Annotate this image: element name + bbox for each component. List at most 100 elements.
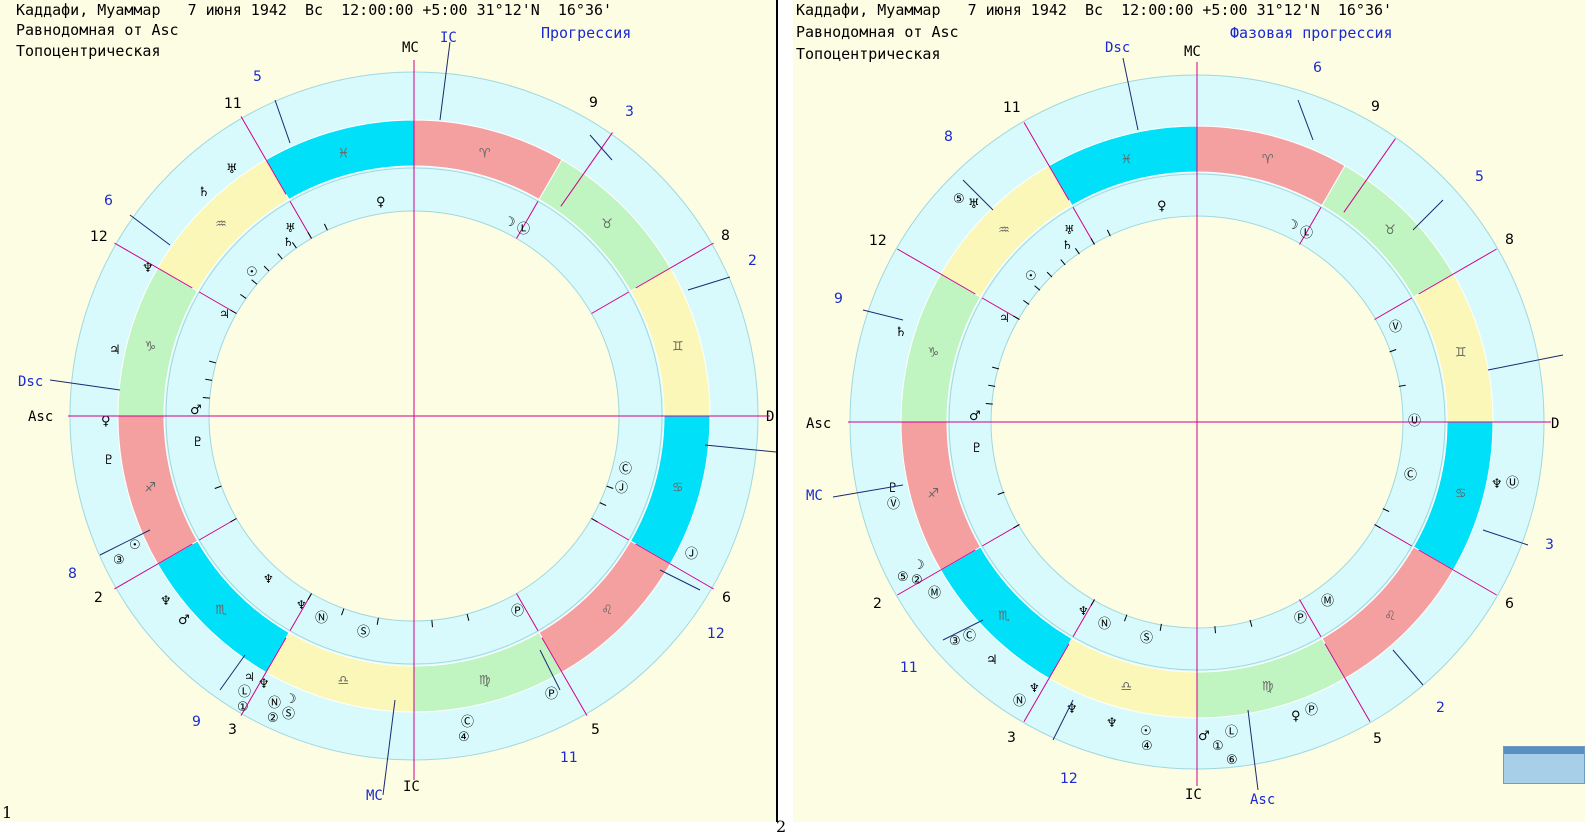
house-pointer <box>1487 354 1564 371</box>
planet-glyph: Ⓝ <box>1013 694 1026 709</box>
header-line-2: Равнодомная от Asc <box>796 23 959 41</box>
planet-tick <box>1034 285 1041 291</box>
ic-bottom-label: IC <box>403 779 420 795</box>
planet-glyph: ♆ <box>1491 477 1503 492</box>
house-number: 5 <box>591 722 600 738</box>
house-pointer <box>962 179 994 211</box>
minimized-window[interactable] <box>1503 746 1585 784</box>
zodiac-glyph: ♑ <box>144 339 156 354</box>
house-pointer <box>1392 649 1424 686</box>
planet-glyph: ④ <box>1141 739 1153 754</box>
planet-glyph: Ⓟ <box>1294 611 1307 626</box>
house-number: 6 <box>104 193 113 209</box>
planet-glyph: ☽ <box>285 692 297 707</box>
planet-glyph: Ⓟ <box>545 687 558 702</box>
header-line-3: Топоцентрическая <box>16 42 161 60</box>
planet-glyph: ♅ <box>1064 223 1075 237</box>
planet-glyph: ♇ <box>971 441 983 456</box>
house-cusp-line <box>1299 206 1322 245</box>
planet-tick <box>277 253 283 260</box>
mode-label: Прогрессия <box>541 24 632 42</box>
planet-glyph: Ⓙ <box>685 547 698 562</box>
zodiac-glyph: ♌ <box>601 603 613 618</box>
house-number: 8 <box>944 129 953 145</box>
house-number: 2 <box>1436 700 1445 716</box>
planet-tick <box>263 265 270 272</box>
zodiac-glyph: ♍ <box>479 674 491 689</box>
planet-glyph: ♄ <box>895 325 907 340</box>
planet-glyph: Ⓝ <box>268 696 281 711</box>
planet-glyph: ☉ <box>129 538 141 553</box>
planet-tick <box>214 485 222 489</box>
planet-tick <box>1249 619 1253 627</box>
planet-glyph: ♀ <box>1291 709 1301 724</box>
planet-glyph: ☉ <box>246 265 258 280</box>
planet-tick <box>988 384 996 387</box>
planet-glyph: ♃ <box>999 311 1010 325</box>
planet-glyph: ♃ <box>219 307 230 321</box>
house-pointer <box>1482 529 1529 546</box>
planet-tick <box>291 242 297 249</box>
planet-glyph: ♄ <box>1062 238 1073 252</box>
d-pointer <box>704 444 776 453</box>
planet-glyph: ♆ <box>142 261 154 276</box>
planet-tick <box>1060 259 1066 266</box>
house-number: 6 <box>1505 596 1514 612</box>
planet-tick <box>1106 229 1111 237</box>
zodiac-glyph: ♉ <box>601 217 613 232</box>
dsc-label: Dsc <box>18 374 43 390</box>
planet-glyph: Ⓟ <box>1305 703 1318 718</box>
planet-glyph: ♄ <box>198 185 210 200</box>
house-pointer <box>219 654 246 691</box>
house-number: 9 <box>589 95 598 111</box>
planet-tick <box>376 617 379 625</box>
zodiac-glyph: ♍ <box>1262 680 1274 695</box>
house-number: 9 <box>834 291 843 307</box>
house-cusp-line <box>198 518 237 541</box>
planet-glyph: Ⓛ <box>238 685 251 700</box>
planet-tick <box>323 223 328 231</box>
chart-panel-phase-progression[interactable]: Каддафи, Муаммар 7 июня 1942 Вс 12:00:00… <box>793 0 1585 822</box>
minimized-window-titlebar[interactable] <box>1504 747 1584 754</box>
planet-glyph: Ⓜ <box>1321 594 1334 609</box>
planet-glyph: ♃ <box>986 653 998 668</box>
planet-glyph: Ⓒ <box>963 629 976 644</box>
zodiac-glyph: ♋ <box>672 481 684 496</box>
house-number: 5 <box>1475 169 1484 185</box>
house-number: 5 <box>1373 731 1382 747</box>
wheel-svg: ♈♉♊♋♌♍♎♏♐♑♒♓ Dsc MC Asc MC IC Asc D 6 5 … <box>806 40 1564 808</box>
house-cusp-line <box>1418 549 1497 596</box>
zodiac-glyph: ♏ <box>215 603 227 618</box>
house-pointer <box>589 134 613 161</box>
house-cusp-line <box>635 543 714 590</box>
planet-tick <box>202 397 210 399</box>
planet-tick <box>591 518 598 523</box>
planet-glyph: ⑤ <box>953 192 965 207</box>
house-number: 11 <box>224 96 242 112</box>
zodiac-glyph: ♊ <box>1455 345 1467 360</box>
planet-tick <box>307 232 312 239</box>
house-number: 8 <box>721 228 730 244</box>
dsc-pointer <box>49 379 121 391</box>
planet-glyph: Ⓒ <box>1404 468 1417 483</box>
planet-tick <box>1382 508 1390 513</box>
zodiac-glyph: ♊ <box>672 339 684 354</box>
house-cusp-line <box>1418 248 1497 295</box>
house-cusp-line <box>1023 122 1070 201</box>
planet-glyph: ☽ <box>504 215 516 230</box>
planet-glyph: ② <box>911 573 923 588</box>
house-pointer <box>1297 99 1314 141</box>
planet-tick <box>1090 599 1095 606</box>
planet-glyph: Ⓢ <box>357 625 370 640</box>
house-cusp-line <box>897 549 976 596</box>
house-cusp-line <box>1023 643 1070 722</box>
house-number: 6 <box>1313 60 1322 76</box>
chart-panel-progression[interactable]: Каддафи, Муаммар 7 июня 1942 Вс 12:00:00… <box>0 0 778 822</box>
house-cusp-line <box>635 242 714 289</box>
mc-top-label: MC <box>402 40 419 56</box>
house-number: 8 <box>1505 232 1514 248</box>
zodiac-glyph: ♎ <box>1121 680 1133 695</box>
house-cusp-line <box>1343 138 1396 213</box>
planet-glyph: ♂ <box>190 403 202 418</box>
planet-glyph: ♅ <box>226 162 238 177</box>
